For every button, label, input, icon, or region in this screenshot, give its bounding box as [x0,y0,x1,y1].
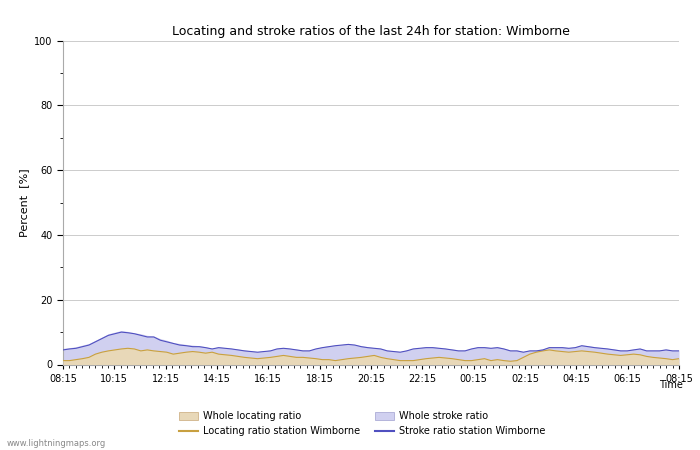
Text: Time: Time [659,380,682,390]
Text: www.lightningmaps.org: www.lightningmaps.org [7,439,106,448]
Legend: Whole locating ratio, Locating ratio station Wimborne, Whole stroke ratio, Strok: Whole locating ratio, Locating ratio sta… [178,411,545,436]
Title: Locating and stroke ratios of the last 24h for station: Wimborne: Locating and stroke ratios of the last 2… [172,25,570,38]
Y-axis label: Percent  [%]: Percent [%] [19,168,29,237]
